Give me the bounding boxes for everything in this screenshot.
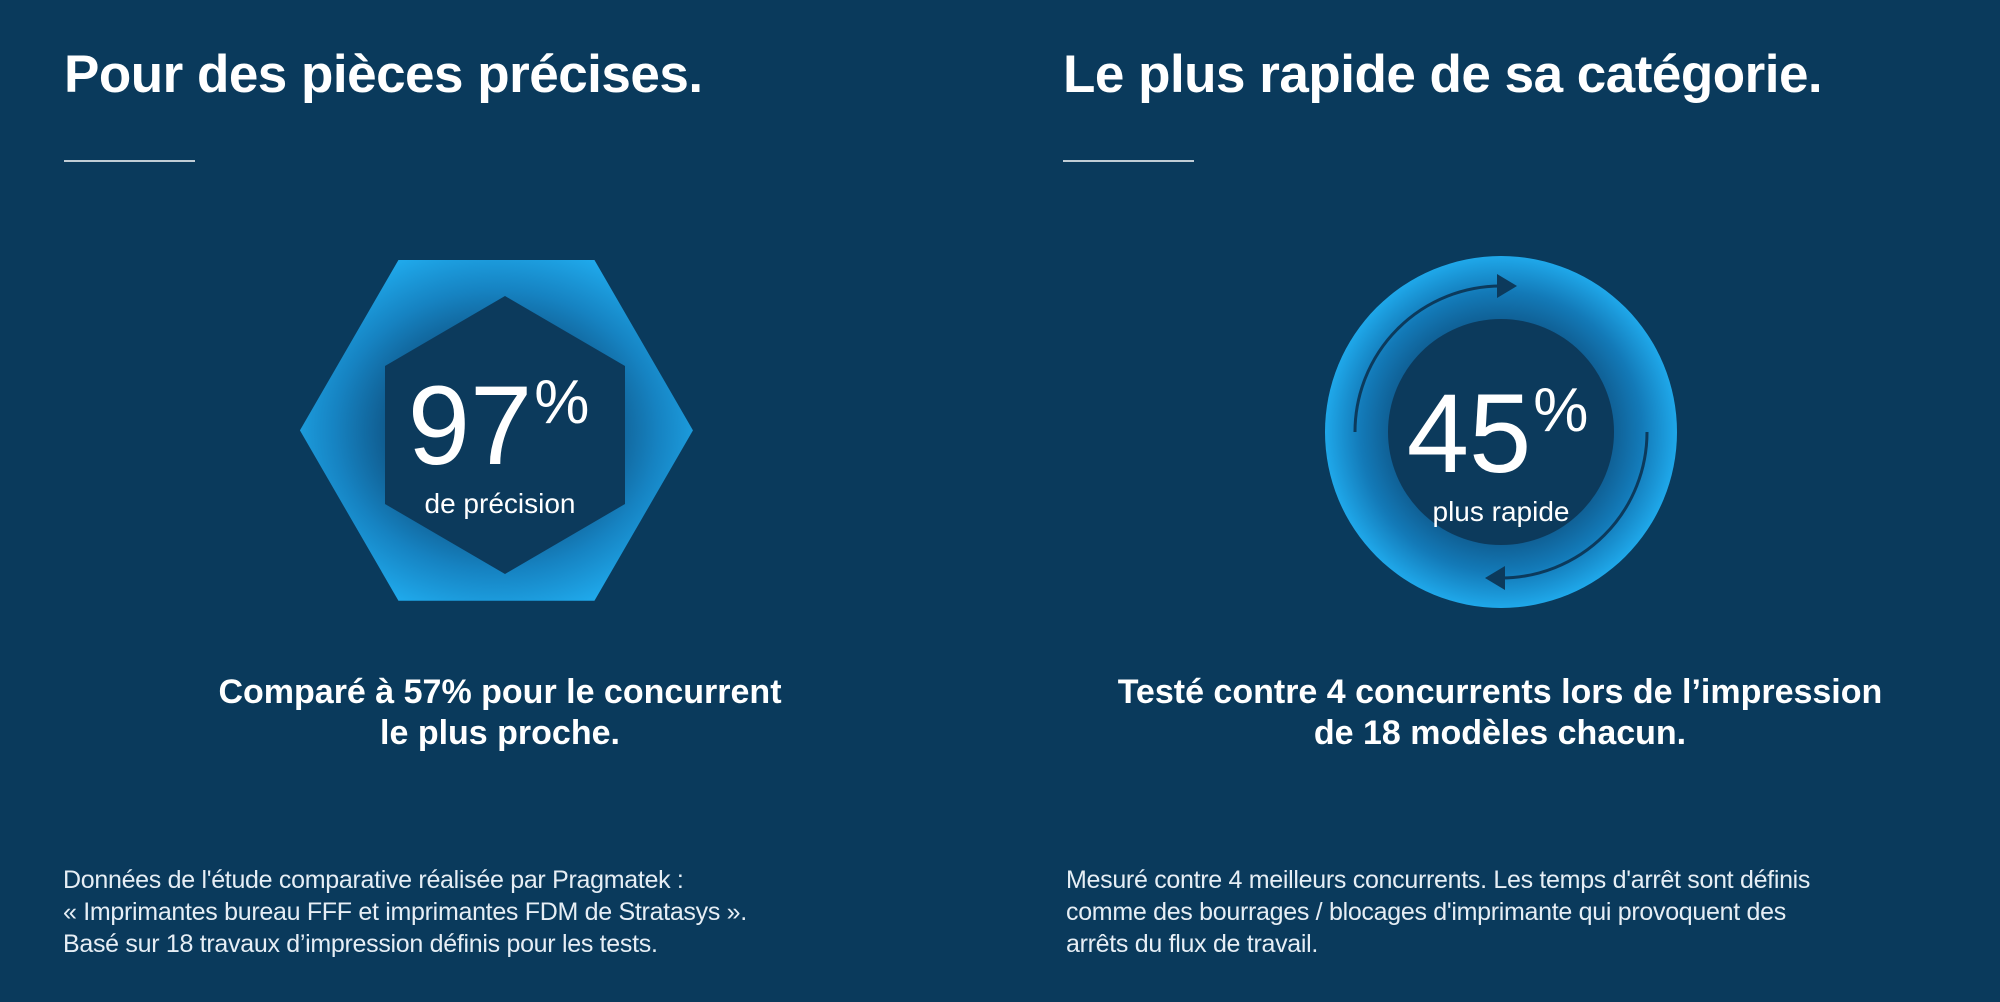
subhead-line: de 18 modèles chacun. — [1313, 714, 1687, 752]
subhead-line: Comparé à 57% pour le concurrent — [218, 673, 782, 711]
precision-subhead: Comparé à 57% pour le concurrent le plus… — [0, 672, 1000, 754]
title-divider — [64, 160, 195, 162]
title-divider — [1063, 160, 1194, 162]
stat-value: 45% — [1407, 378, 1589, 490]
speed-panel: Le plus rapide de sa catégorie. — [1000, 0, 2000, 1002]
subhead-line: le plus proche. — [380, 714, 620, 752]
footnote-line: arrêts du flux de travail. — [1066, 930, 1319, 958]
precision-title: Pour des pièces précises. — [64, 45, 703, 104]
stat-unit: % — [1533, 376, 1589, 445]
stat-label: plus rapide — [1432, 496, 1570, 527]
stat-number: 45 — [1406, 371, 1532, 496]
circular-arrows-icon: 45% plus rapide — [1325, 254, 1677, 610]
footnote-line: Données de l'étude comparative réalisée … — [63, 866, 684, 894]
speed-title: Le plus rapide de sa catégorie. — [1063, 45, 1823, 104]
ring-graphic — [1325, 256, 1677, 608]
footnote-line: « Imprimantes bureau FFF et imprimantes … — [63, 898, 747, 926]
footnote-line: Basé sur 18 travaux d’impression définis… — [63, 930, 658, 958]
precision-footnote: Données de l'étude comparative réalisée … — [63, 864, 747, 960]
hexagon-graphic — [300, 259, 693, 601]
stat-value: 97% — [408, 370, 590, 482]
stat-unit: % — [534, 368, 590, 437]
speed-footnote: Mesuré contre 4 meilleurs concurrents. L… — [1066, 864, 1810, 960]
footnote-line: comme des bourrages / blocages d'imprima… — [1066, 898, 1786, 926]
speed-stat: 45% plus rapide — [1325, 378, 1677, 528]
subhead-line: Testé contre 4 concurrents lors de l’imp… — [1117, 673, 1883, 711]
hexagon-icon: 97% de précision — [300, 258, 700, 606]
precision-panel: Pour des pièces précises. 97% de précisi… — [0, 45, 1000, 960]
speed-subhead: Testé contre 4 concurrents lors de l’imp… — [1000, 672, 2000, 754]
footnote-line: Mesuré contre 4 meilleurs concurrents. L… — [1066, 866, 1811, 894]
precision-stat: 97% de précision — [300, 370, 700, 520]
stat-number: 97 — [407, 363, 533, 488]
stat-label: de précision — [424, 488, 576, 519]
